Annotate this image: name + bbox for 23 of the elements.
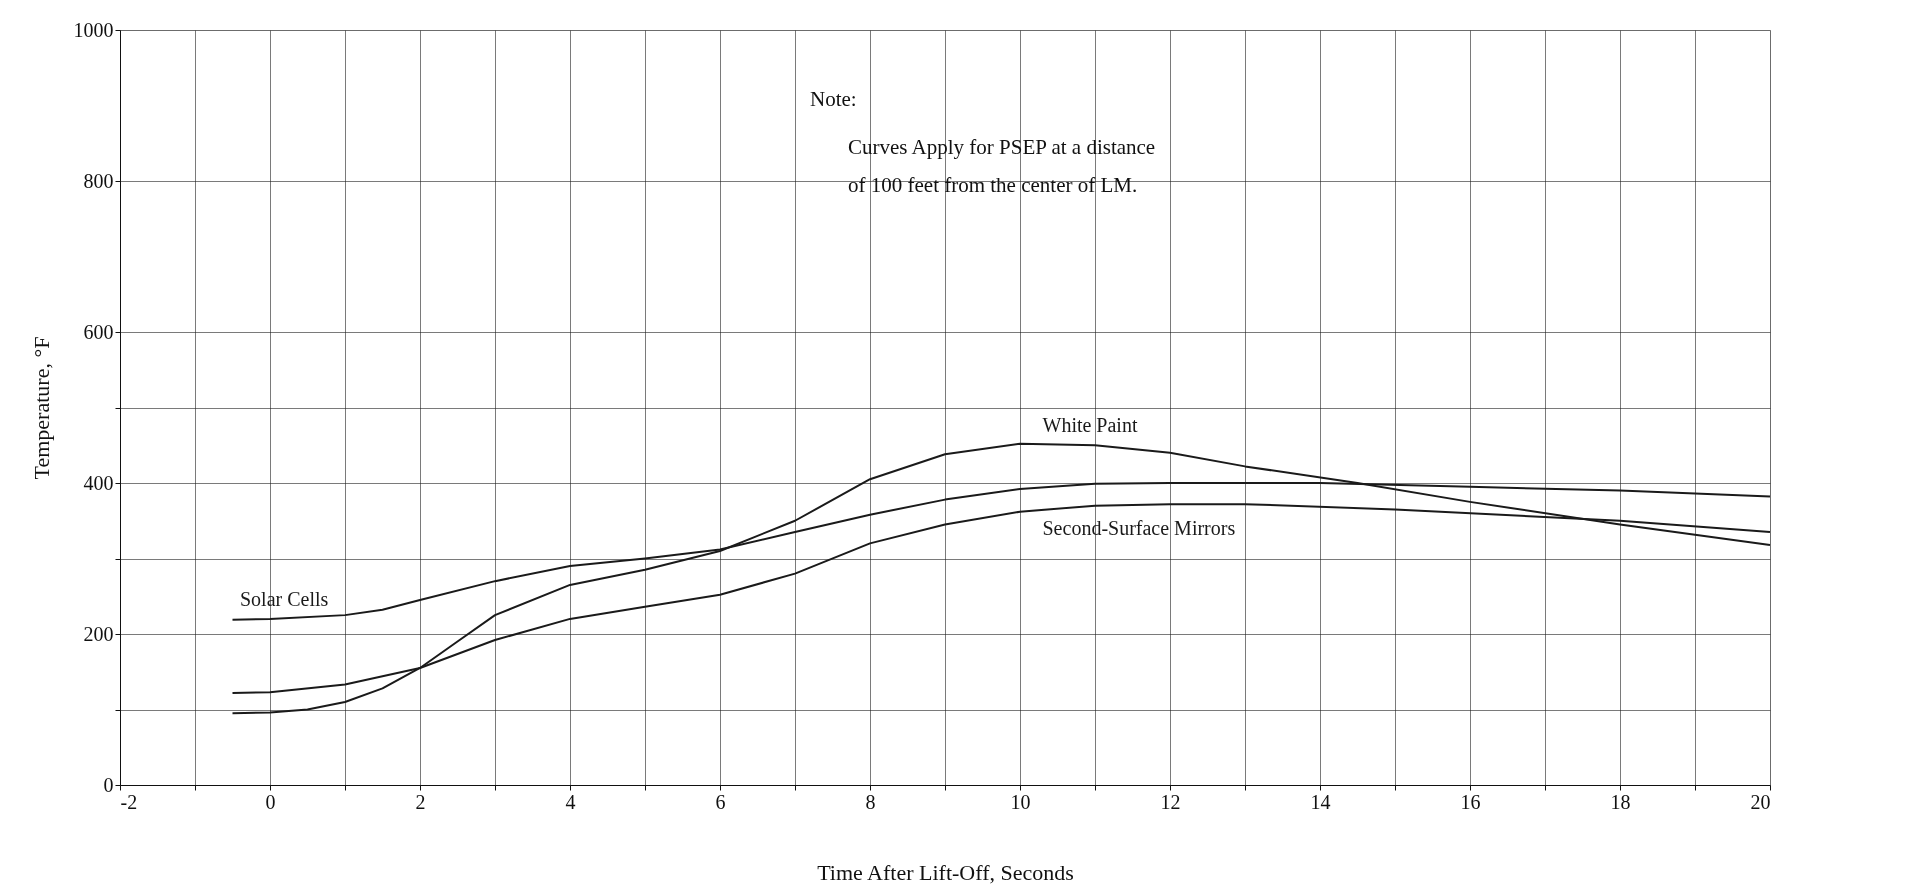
x-tick-label: 0 — [265, 790, 276, 813]
y-tick-label: 800 — [83, 169, 114, 192]
x-tick-label: 6 — [715, 790, 726, 813]
y-tick-label: 600 — [83, 320, 114, 343]
x-tick-label: 18 — [1610, 790, 1631, 813]
y-tick-label: 400 — [83, 471, 114, 494]
line-series — [231, 442, 1771, 715]
y-tick-label: 0 — [103, 773, 114, 796]
annotation: Note: — [810, 87, 857, 111]
x-tick-label: 12 — [1160, 790, 1181, 813]
x-axis-title: Time After Lift-Off, Seconds — [817, 859, 1074, 885]
x-tick-label: 8 — [865, 790, 876, 813]
x-tick-label: 20 — [1750, 790, 1771, 813]
x-tick-label: 14 — [1310, 790, 1331, 813]
y-axis-title: Temperature, °F — [28, 336, 54, 480]
x-tick-label: 10 — [1010, 790, 1031, 813]
x-tick-label: -2 — [120, 790, 138, 813]
y-tick-label: 200 — [83, 622, 114, 645]
x-tick-label: 4 — [565, 790, 576, 813]
x-tick-label: 2 — [415, 790, 426, 813]
x-tick-label: 16 — [1460, 790, 1481, 813]
series-label: White Paint — [1042, 414, 1138, 437]
y-tick-label: 1000 — [73, 18, 114, 41]
